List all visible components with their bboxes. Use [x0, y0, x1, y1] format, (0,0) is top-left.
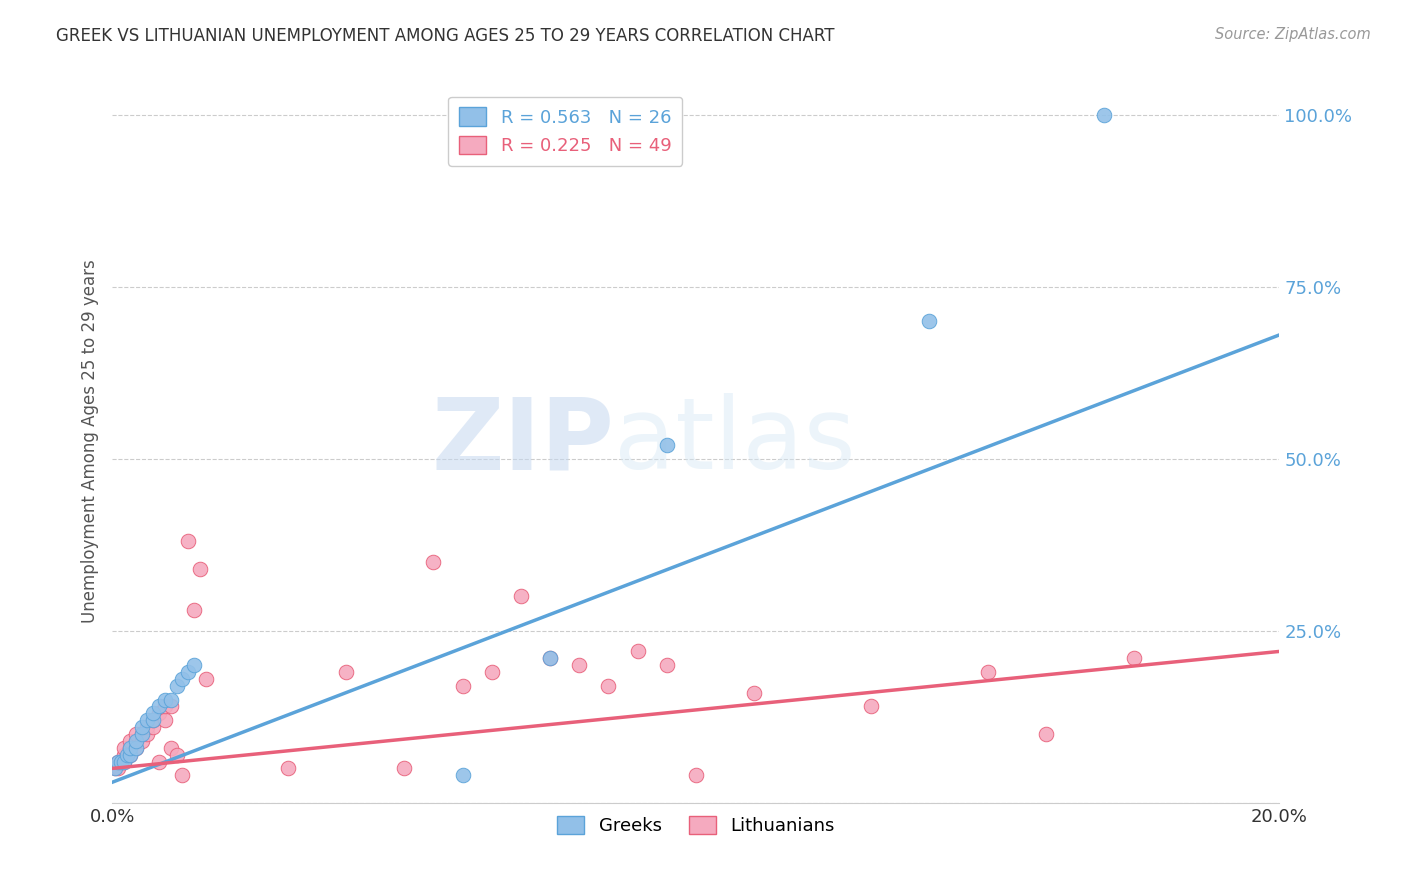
Point	[110, 755, 132, 769]
Point	[451, 679, 474, 693]
Point	[104, 761, 127, 775]
Point	[118, 734, 141, 748]
Point	[136, 713, 159, 727]
Point	[422, 555, 444, 569]
Point	[110, 755, 132, 769]
Point	[107, 761, 129, 775]
Y-axis label: Unemployment Among Ages 25 to 29 years: Unemployment Among Ages 25 to 29 years	[80, 260, 98, 624]
Point	[183, 603, 205, 617]
Point	[655, 658, 678, 673]
Point	[153, 692, 176, 706]
Point	[136, 727, 159, 741]
Point	[118, 747, 141, 762]
Point	[112, 755, 135, 769]
Point	[148, 755, 170, 769]
Point	[160, 740, 183, 755]
Point	[276, 761, 298, 775]
Point	[118, 740, 141, 755]
Point	[598, 679, 620, 693]
Legend: Greeks, Lithuanians: Greeks, Lithuanians	[548, 807, 844, 845]
Point	[104, 761, 127, 775]
Point	[142, 713, 165, 727]
Point	[125, 740, 148, 755]
Point	[153, 699, 176, 714]
Point	[166, 747, 188, 762]
Point	[112, 755, 135, 769]
Point	[685, 768, 707, 782]
Point	[627, 644, 650, 658]
Point	[177, 665, 200, 679]
Point	[509, 590, 531, 604]
Point	[115, 747, 138, 762]
Point	[148, 706, 170, 721]
Point	[166, 679, 188, 693]
Point	[976, 665, 998, 679]
Point	[131, 727, 153, 741]
Point	[194, 672, 217, 686]
Point	[160, 699, 183, 714]
Point	[142, 713, 165, 727]
Point	[131, 734, 153, 748]
Point	[136, 720, 159, 734]
Point	[1035, 727, 1057, 741]
Point	[172, 768, 194, 782]
Point	[131, 720, 153, 734]
Point	[125, 740, 148, 755]
Point	[118, 740, 141, 755]
Point	[142, 706, 165, 721]
Text: GREEK VS LITHUANIAN UNEMPLOYMENT AMONG AGES 25 TO 29 YEARS CORRELATION CHART: GREEK VS LITHUANIAN UNEMPLOYMENT AMONG A…	[56, 27, 835, 45]
Point	[148, 699, 170, 714]
Point	[1094, 108, 1116, 122]
Point	[125, 727, 148, 741]
Point	[188, 562, 211, 576]
Point	[183, 658, 205, 673]
Point	[125, 734, 148, 748]
Point	[107, 755, 129, 769]
Text: atlas: atlas	[614, 393, 856, 490]
Text: Source: ZipAtlas.com: Source: ZipAtlas.com	[1215, 27, 1371, 42]
Point	[142, 720, 165, 734]
Point	[538, 651, 561, 665]
Point	[538, 651, 561, 665]
Point	[568, 658, 591, 673]
Point	[481, 665, 503, 679]
Text: ZIP: ZIP	[432, 393, 614, 490]
Point	[1122, 651, 1144, 665]
Point	[177, 534, 200, 549]
Point	[112, 747, 135, 762]
Point	[918, 314, 941, 328]
Point	[125, 734, 148, 748]
Point	[451, 768, 474, 782]
Point	[335, 665, 357, 679]
Point	[860, 699, 883, 714]
Point	[394, 761, 416, 775]
Point	[742, 686, 765, 700]
Point	[107, 755, 129, 769]
Point	[655, 438, 678, 452]
Point	[172, 672, 194, 686]
Point	[118, 747, 141, 762]
Point	[112, 740, 135, 755]
Point	[160, 692, 183, 706]
Point	[153, 713, 176, 727]
Point	[131, 727, 153, 741]
